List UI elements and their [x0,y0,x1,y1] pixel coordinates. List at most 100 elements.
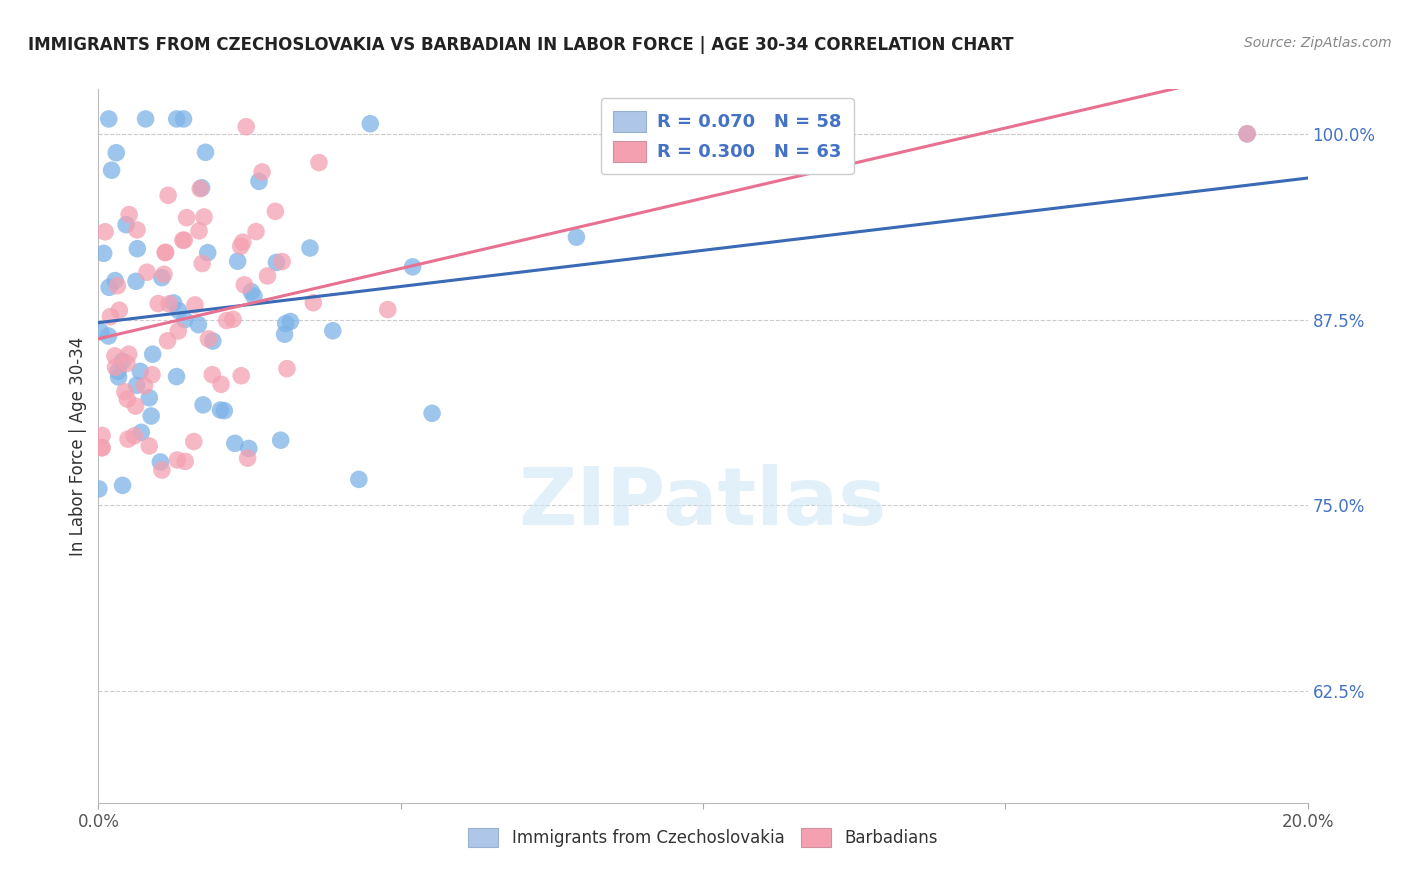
Point [108,303,131,318]
Point [174,454,197,468]
Point [238,442,260,456]
Point [193,210,215,224]
Point [104,360,127,375]
Point [91,428,114,442]
Point [136,265,159,279]
Point [226,254,249,268]
Point [156,334,179,348]
Point [173,112,195,126]
Point [91,441,114,455]
Point [201,368,224,382]
Text: ZIPatlas: ZIPatlas [519,464,887,542]
Point [190,181,212,195]
Point [347,472,370,486]
Text: Source: ZipAtlas.com: Source: ZipAtlas.com [1244,36,1392,50]
Point [231,368,253,383]
Point [142,347,165,361]
Point [157,297,180,311]
Point [94,225,117,239]
Point [149,455,172,469]
Point [264,204,287,219]
Point [308,155,330,169]
Point [148,296,170,310]
Point [97,112,120,126]
Legend: Immigrants from Czechoslovakia, Barbadians: Immigrants from Czechoslovakia, Barbadia… [460,819,946,855]
Point [212,403,235,417]
Point [250,165,273,179]
Point [118,208,141,222]
Point [266,255,288,269]
Point [157,188,180,202]
Y-axis label: In Labor Force | Age 30-34: In Labor Force | Age 30-34 [69,336,87,556]
Point [270,434,292,448]
Point [176,211,198,225]
Point [115,356,138,370]
Point [155,245,177,260]
Point [188,182,211,196]
Point [187,318,209,332]
Point [90,325,112,339]
Point [91,441,114,455]
Point [107,278,129,293]
Point [172,233,194,247]
Point [129,425,152,440]
Point [276,361,298,376]
Point [183,434,205,449]
Point [127,242,149,256]
Point [129,364,152,378]
Point [565,230,588,244]
Point [97,329,120,343]
Point [141,409,163,423]
Point [188,224,211,238]
Point [271,254,294,268]
Point [173,233,195,247]
Point [111,478,134,492]
Point [209,377,232,392]
Point [98,280,121,294]
Point [224,436,246,450]
Point [150,270,173,285]
Point [273,327,295,342]
Point [114,384,136,399]
Point [1236,127,1258,141]
Point [125,274,148,288]
Point [240,285,263,299]
Point [138,439,160,453]
Point [166,369,188,384]
Point [229,239,252,253]
Point [107,370,129,384]
Point [322,324,344,338]
Point [153,245,176,260]
Point [117,432,139,446]
Point [124,399,146,413]
Point [233,277,256,292]
Point [197,245,219,260]
Point [104,274,127,288]
Point [191,256,214,270]
Point [87,482,110,496]
Text: IMMIGRANTS FROM CZECHOSLOVAKIA VS BARBADIAN IN LABOR FORCE | AGE 30-34 CORRELATI: IMMIGRANTS FROM CZECHOSLOVAKIA VS BARBAD… [28,36,1014,54]
Point [420,406,443,420]
Point [124,429,146,443]
Point [222,312,245,326]
Point [167,324,190,338]
Point [100,310,122,324]
Point [359,117,381,131]
Point [194,145,217,160]
Point [173,312,195,326]
Point [111,354,134,368]
Point [191,398,214,412]
Point [118,347,141,361]
Point [93,246,115,260]
Point [138,391,160,405]
Point [134,378,156,392]
Point [104,349,127,363]
Point [117,392,139,406]
Point [167,303,190,318]
Point [125,223,148,237]
Point [280,314,302,328]
Point [247,174,270,188]
Point [298,241,321,255]
Point [274,317,297,331]
Point [401,260,423,274]
